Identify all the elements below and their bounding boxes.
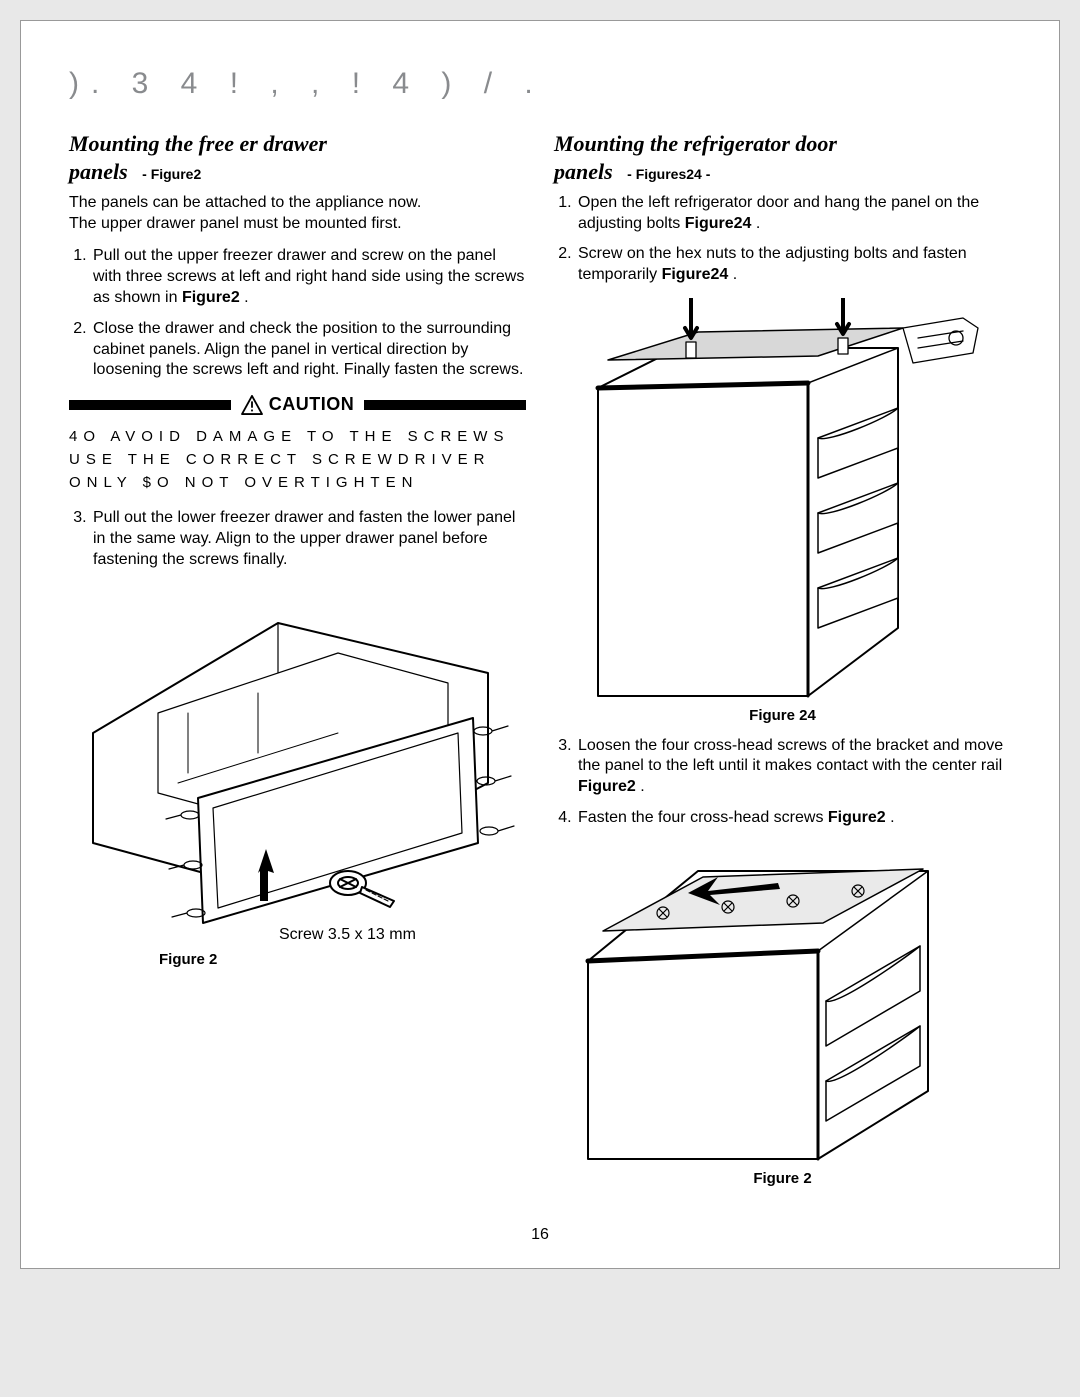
left-section-subtitle: panels - Figure2 [69,158,526,187]
figure-23-caption: Figure 2 [159,950,526,970]
right-step-1: Open the left refrigerator door and hang… [576,193,1011,235]
left-column: Mounting the free er drawer panels - Fig… [69,131,526,1198]
left-fig-ref: - Figure2 [142,166,201,182]
left-step-2: Close the drawer and check the position … [91,319,526,381]
panels-word: panels [554,159,613,184]
caution-body: 4O AVOID DAMAGE TO THE SCREWS USE THE CO… [69,425,526,495]
right-section-title: Mounting the refrigerator door [554,131,1011,156]
caution-rule-right [364,400,526,410]
right-column: Mounting the refrigerator door panels - … [554,131,1011,1198]
screw-label: Screw 3.5 x 13 mm [279,925,526,946]
right-step-3: Loosen the four cross-head screws of the… [576,736,1011,798]
right-steps-1-2: Open the left refrigerator door and hang… [554,193,1011,286]
page-number: 16 [69,1226,1011,1244]
left-steps-3: Pull out the lower freezer drawer and fa… [69,508,526,570]
figure-23-drawer [69,583,526,953]
two-column-layout: Mounting the free er drawer panels - Fig… [69,131,1011,1198]
page-header: ). 3 4 ! , , ! 4 ) / . [69,67,1011,101]
caution-bar: CAUTION [69,393,526,416]
caution-label: CAUTION [231,393,365,416]
page: ). 3 4 ! , , ! 4 ) / . Mounting the free… [20,20,1060,1269]
left-step-3: Pull out the lower freezer drawer and fa… [91,508,526,570]
figure-24-door [554,298,1011,698]
figure-25-caption: Figure 2 [554,1169,1011,1189]
left-step-1: Pull out the upper freezer drawer and sc… [91,246,526,308]
intro-text: The panels can be attached to the applia… [69,193,526,235]
figure-24-caption: Figure 24 [554,706,1011,726]
right-step-4: Fasten the four cross-head screws Figure… [576,808,1011,829]
warning-triangle-icon [241,395,263,415]
right-steps-3-4: Loosen the four cross-head screws of the… [554,736,1011,829]
panels-word: panels [69,159,128,184]
right-fig-ref: - Figures24 - [627,166,710,182]
right-step-2: Screw on the hex nuts to the adjusting b… [576,244,1011,286]
left-steps-1-2: Pull out the upper freezer drawer and sc… [69,246,526,381]
right-section-subtitle: panels - Figures24 - [554,158,1011,187]
caution-rule-left [69,400,231,410]
left-section-title: Mounting the free er drawer [69,131,526,156]
figure-25-bracket [554,841,1011,1161]
